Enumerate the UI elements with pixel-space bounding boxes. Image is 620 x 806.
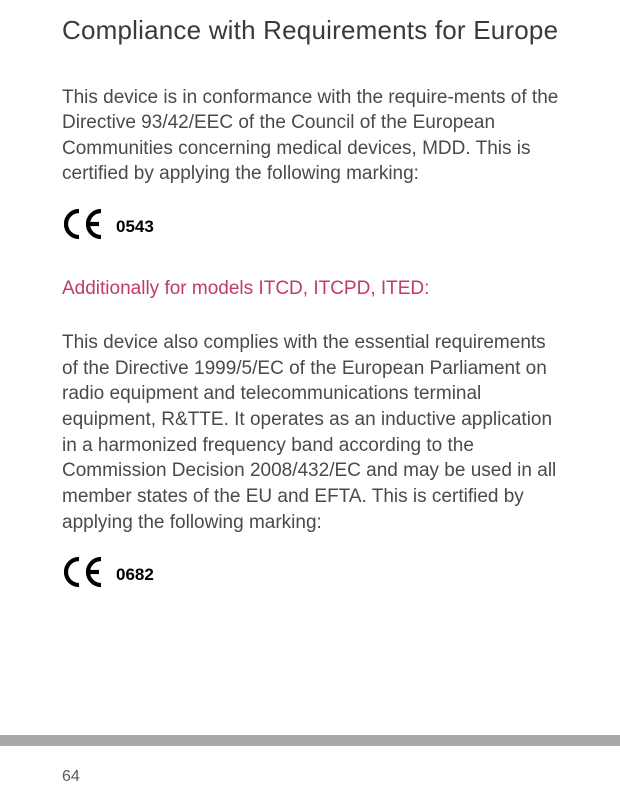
paragraph-rtte: This device also complies with the essen… xyxy=(62,330,562,535)
paragraph-intro: This device is in conformance with the r… xyxy=(62,85,562,188)
subsection-heading: Additionally for models ITCD, ITCPD, ITE… xyxy=(62,278,562,300)
page-number: 64 xyxy=(62,768,80,786)
footer-band: 64 xyxy=(0,746,620,806)
page-title: Compliance with Requirements for Europe xyxy=(62,14,562,47)
ce-number-1: 0543 xyxy=(116,217,154,237)
ce-number-2: 0682 xyxy=(116,565,154,585)
ce-mark-icon xyxy=(62,557,106,592)
ce-mark-row-1: 0543 xyxy=(62,209,562,244)
footer-divider-bar xyxy=(0,735,620,746)
ce-mark-row-2: 0682 xyxy=(62,557,562,592)
ce-mark-icon xyxy=(62,209,106,244)
